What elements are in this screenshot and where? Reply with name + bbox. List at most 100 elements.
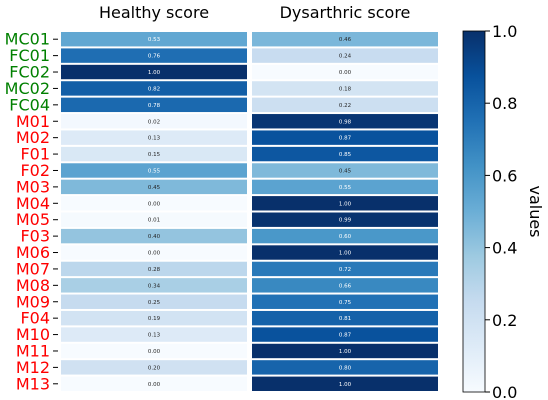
- heatmap-cell: [61, 48, 247, 63]
- row-labels: MC01FC01FC02MC02FC04M01M02F01F02M03M04M0…: [5, 30, 58, 393]
- cell-value: 0.45: [339, 168, 352, 174]
- cell-value: 0.28: [148, 267, 161, 273]
- heatmap-cell: [252, 163, 438, 178]
- cell-value: 0.76: [148, 54, 161, 60]
- cell-value: 0.46: [339, 37, 352, 43]
- cell-value: 1.00: [148, 70, 161, 76]
- cell-value: 0.82: [148, 86, 160, 92]
- cell-value: 1.00: [339, 382, 352, 388]
- column-titles: Healthy score Dysarthric score: [99, 3, 410, 22]
- heatmap-cell: [252, 212, 438, 227]
- cell-value: 0.53: [148, 37, 161, 43]
- heatmap-cell: [252, 81, 438, 96]
- heatmap-cell: [61, 114, 247, 129]
- heatmap-cell: [61, 310, 247, 326]
- colorbar-label: values: [526, 185, 545, 237]
- cell-value: 0.00: [148, 382, 161, 388]
- cell-value: 1.00: [339, 251, 352, 257]
- cell-value: 0.13: [148, 136, 161, 142]
- cell-value: 1.00: [339, 201, 352, 207]
- colorbar-tick-label: 0.2: [492, 311, 517, 330]
- cell-value: 0.78: [148, 103, 161, 109]
- heatmap-cell: [252, 294, 438, 309]
- heatmap-cell: [61, 32, 247, 47]
- heatmap-cell: [252, 327, 438, 342]
- heatmap-cell: [61, 179, 247, 195]
- heatmap-cell: [252, 196, 438, 211]
- heatmap-cell: [252, 146, 438, 162]
- cell-value: 0.45: [148, 185, 161, 191]
- cell-value: 0.22: [339, 103, 351, 109]
- row-label: M10: [16, 325, 50, 344]
- column-title: Healthy score: [99, 3, 209, 22]
- heatmap-cell: [252, 245, 438, 260]
- heatmap-cell: [252, 97, 438, 113]
- heatmap-cell: [252, 179, 438, 195]
- row-label: F03: [20, 227, 50, 246]
- heatmap-cell: [61, 278, 247, 293]
- heatmap-cell: [252, 278, 438, 293]
- heatmap-cell: [61, 163, 247, 178]
- cell-value: 0.34: [148, 283, 161, 289]
- heatmap-cell: [61, 376, 247, 391]
- row-label: M07: [16, 259, 50, 278]
- row-label: M05: [16, 210, 50, 229]
- cell-value: 0.87: [339, 333, 352, 339]
- cell-value: 0.19: [148, 316, 161, 322]
- cell-value: 0.15: [148, 152, 161, 158]
- heatmap-cell: [252, 376, 438, 391]
- cell-value: 0.24: [339, 54, 352, 60]
- cell-value: 0.02: [148, 119, 160, 125]
- heatmap-cell: [252, 114, 438, 129]
- row-label: M01: [16, 112, 50, 131]
- row-label: M03: [16, 177, 50, 196]
- cell-value: 0.00: [148, 201, 161, 207]
- cell-value: 1.00: [339, 349, 352, 355]
- heatmap-cell: [252, 343, 438, 359]
- heatmap-cell: [61, 294, 247, 309]
- cell-value: 0.75: [339, 300, 352, 306]
- row-label: MC02: [5, 79, 50, 98]
- colorbar-gradient: [462, 30, 486, 393]
- row-label: M13: [16, 374, 50, 393]
- heatmap-cell: [252, 130, 438, 145]
- cell-value: 0.00: [339, 70, 352, 76]
- heatmap-cell: [61, 228, 247, 244]
- heatmap-cell: [61, 212, 247, 227]
- colorbar-tick-label: 0.6: [492, 166, 517, 185]
- heatmap-cell: [252, 32, 438, 47]
- cell-value: 0.60: [339, 234, 352, 240]
- heatmap-cell: [61, 196, 247, 211]
- cell-value: 0.25: [148, 300, 161, 306]
- cell-value: 0.98: [339, 119, 352, 125]
- colorbar-tick-label: 0.8: [492, 94, 517, 113]
- heatmap-cell: [61, 343, 247, 359]
- cell-value: 0.72: [339, 267, 351, 273]
- heatmap-cell: [61, 146, 247, 162]
- cell-value: 0.80: [339, 365, 352, 371]
- row-label: M04: [16, 194, 50, 213]
- row-label: M02: [16, 128, 50, 147]
- colorbar-tick-label: 0.4: [492, 239, 517, 258]
- cell-value: 0.00: [148, 349, 161, 355]
- row-label: M12: [16, 358, 50, 377]
- heatmap-cell: [61, 245, 247, 260]
- heatmap-cell: [252, 64, 438, 80]
- row-label: F01: [20, 145, 50, 164]
- cell-value: 0.87: [339, 136, 352, 142]
- cell-value: 0.00: [148, 251, 161, 257]
- cell-value: 0.55: [148, 168, 161, 174]
- cell-value: 0.66: [339, 283, 352, 289]
- cell-value: 0.20: [148, 365, 161, 371]
- heatmap-cell: [252, 261, 438, 277]
- row-label: F02: [20, 161, 50, 180]
- heatmap-cell: [61, 261, 247, 277]
- row-label: FC01: [9, 46, 50, 65]
- row-label: M08: [16, 276, 50, 295]
- cell-value: 0.55: [339, 185, 352, 191]
- cell-value: 0.13: [148, 333, 161, 339]
- cell-value: 0.81: [339, 316, 351, 322]
- heatmap-cell: [61, 81, 247, 96]
- row-label: FC02: [9, 63, 50, 82]
